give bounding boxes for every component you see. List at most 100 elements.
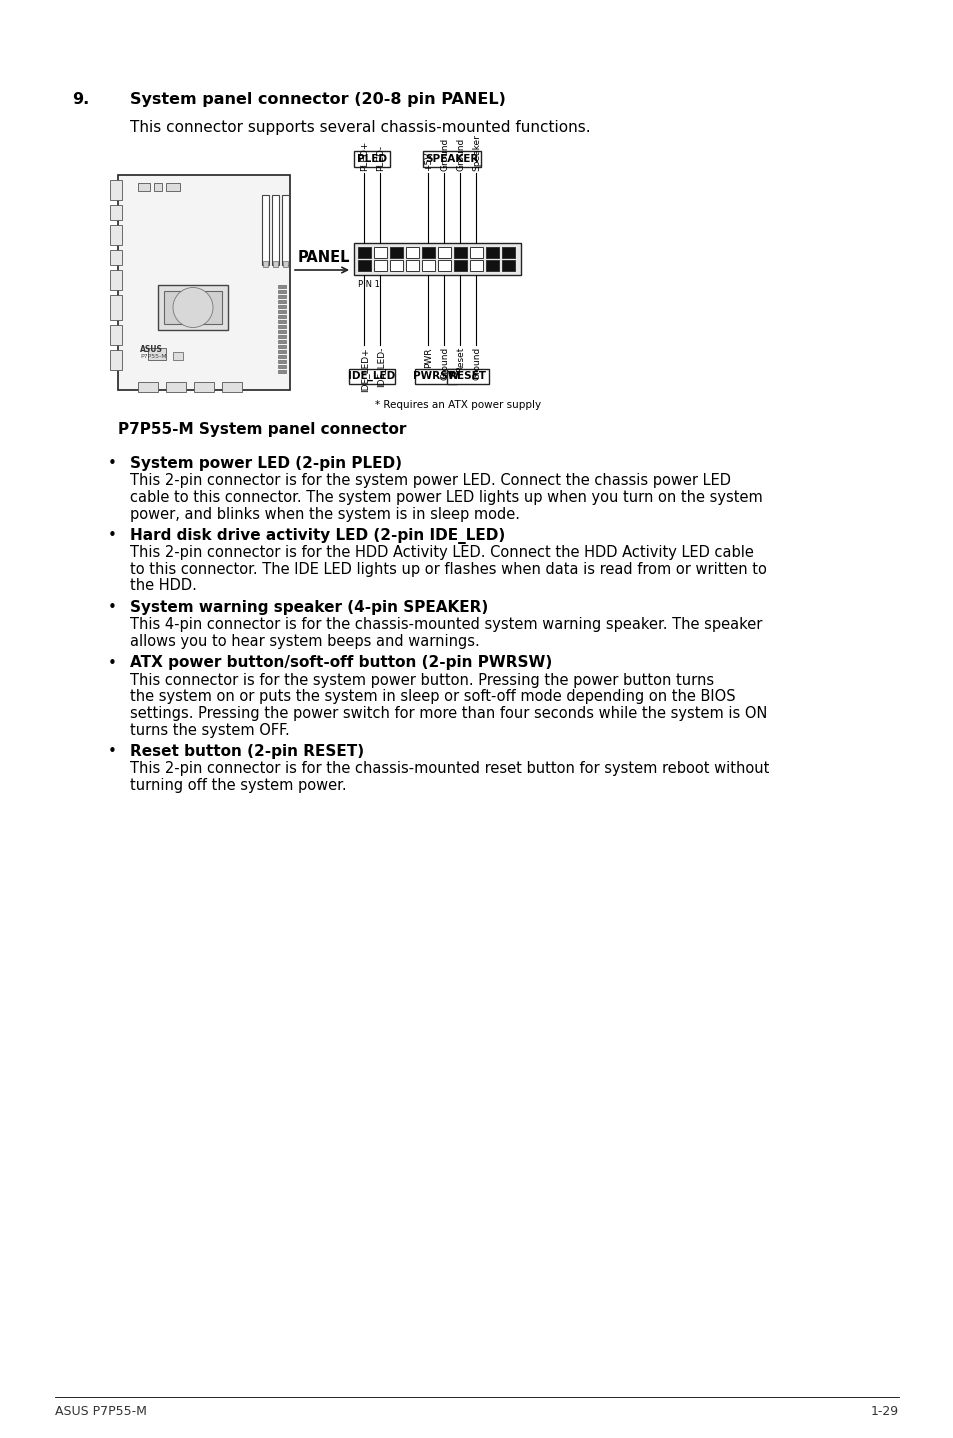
Bar [158, 285, 228, 329]
Bar [454, 247, 467, 257]
Bar [277, 290, 286, 293]
Text: ASUS P7P55-M: ASUS P7P55-M [55, 1405, 147, 1418]
Text: power, and blinks when the system is in sleep mode.: power, and blinks when the system is in … [130, 506, 519, 522]
Text: PLED: PLED [356, 154, 387, 164]
Bar [277, 360, 286, 362]
Text: turns the system OFF.: turns the system OFF. [130, 722, 290, 738]
Text: •: • [108, 656, 117, 670]
Text: This 2-pin connector is for the system power LED. Connect the chassis power LED: This 2-pin connector is for the system p… [130, 473, 730, 489]
Text: the HDD.: the HDD. [130, 578, 196, 594]
Bar [118, 175, 290, 390]
Bar [406, 247, 418, 257]
Bar [421, 247, 435, 257]
Text: System power LED (2-pin PLED): System power LED (2-pin PLED) [130, 456, 401, 472]
Bar [374, 260, 387, 270]
Bar [277, 365, 286, 368]
Bar [110, 270, 122, 290]
Text: ASUS: ASUS [140, 345, 163, 354]
Text: 9.: 9. [71, 92, 90, 106]
Bar [406, 260, 418, 270]
Bar [166, 183, 180, 191]
Bar [277, 355, 286, 358]
Bar [390, 247, 402, 257]
Bar [277, 339, 286, 344]
Text: RESET: RESET [449, 371, 486, 381]
Bar [485, 247, 498, 257]
Bar [153, 183, 162, 191]
Text: Hard disk drive activity LED (2-pin IDE_LED): Hard disk drive activity LED (2-pin IDE_… [130, 528, 505, 544]
Text: System warning speaker (4-pin SPEAKER): System warning speaker (4-pin SPEAKER) [130, 600, 488, 615]
Bar [390, 260, 402, 270]
Bar [262, 196, 269, 265]
Bar [283, 262, 288, 267]
Text: ATX power button/soft-off button (2-pin PWRSW): ATX power button/soft-off button (2-pin … [130, 656, 552, 670]
Text: IDE_LED+: IDE_LED+ [360, 347, 369, 391]
Bar [110, 250, 122, 265]
Text: This 2-pin connector is for the chassis-mounted reset button for system reboot w: This 2-pin connector is for the chassis-… [130, 762, 768, 777]
Text: IDE_LED: IDE_LED [348, 371, 395, 381]
Bar [501, 260, 515, 270]
Bar [277, 370, 286, 372]
Text: the system on or puts the system in sleep or soft-off mode depending on the BIOS: the system on or puts the system in slee… [130, 689, 735, 705]
Bar [282, 196, 289, 265]
Bar [110, 206, 122, 220]
Bar [138, 383, 158, 393]
Bar [357, 247, 371, 257]
Bar [272, 196, 278, 265]
Bar [138, 183, 150, 191]
Bar [437, 247, 451, 257]
Bar [354, 151, 390, 167]
Bar [277, 301, 286, 303]
Bar [172, 352, 183, 360]
Bar [485, 260, 498, 270]
Text: PLED-: PLED- [376, 145, 385, 171]
Text: This connector is for the system power button. Pressing the power button turns: This connector is for the system power b… [130, 673, 714, 687]
Text: PIN 1: PIN 1 [357, 280, 379, 289]
Text: P7P55-M System panel connector: P7P55-M System panel connector [118, 421, 406, 437]
Bar [470, 260, 482, 270]
Bar [421, 260, 435, 270]
Bar [349, 370, 395, 384]
Bar [277, 325, 286, 328]
Text: This 4-pin connector is for the chassis-mounted system warning speaker. The spea: This 4-pin connector is for the chassis-… [130, 617, 761, 633]
Text: •: • [108, 528, 117, 544]
Text: PWRSW: PWRSW [413, 371, 458, 381]
Text: •: • [108, 600, 117, 615]
Text: •: • [108, 456, 117, 472]
Text: turning off the system power.: turning off the system power. [130, 778, 346, 792]
Bar [193, 383, 213, 393]
Bar [470, 247, 482, 257]
Text: This 2-pin connector is for the HDD Activity LED. Connect the HDD Activity LED c: This 2-pin connector is for the HDD Acti… [130, 545, 753, 561]
Text: This connector supports several chassis-mounted functions.: This connector supports several chassis-… [130, 119, 590, 135]
Bar [374, 247, 387, 257]
Bar [277, 329, 286, 334]
Text: Ground: Ground [456, 138, 465, 171]
Text: PLED+: PLED+ [360, 141, 369, 171]
Text: Reset: Reset [456, 347, 465, 372]
Bar [166, 383, 186, 393]
Text: Ground: Ground [440, 138, 449, 171]
Bar [277, 285, 286, 288]
Text: Speaker: Speaker [472, 134, 481, 171]
Text: settings. Pressing the power switch for more than four seconds while the system : settings. Pressing the power switch for … [130, 706, 766, 720]
Bar [415, 370, 456, 384]
Bar [263, 262, 268, 267]
Bar [110, 349, 122, 370]
Text: •: • [108, 743, 117, 759]
Text: +5V: +5V [424, 151, 433, 171]
Bar [277, 335, 286, 338]
Bar [148, 348, 166, 360]
Bar [277, 349, 286, 352]
Text: IDE_LED-: IDE_LED- [376, 347, 385, 387]
Bar [277, 295, 286, 298]
Text: cable to this connector. The system power LED lights up when you turn on the sys: cable to this connector. The system powe… [130, 490, 762, 505]
Bar [110, 295, 122, 321]
Text: to this connector. The IDE LED lights up or flashes when data is read from or wr: to this connector. The IDE LED lights up… [130, 562, 766, 577]
Bar [447, 370, 489, 384]
Bar [354, 243, 520, 275]
Bar [357, 260, 371, 270]
Bar [501, 247, 515, 257]
Bar [164, 290, 222, 324]
Bar [277, 305, 286, 308]
Text: Ground: Ground [472, 347, 481, 380]
